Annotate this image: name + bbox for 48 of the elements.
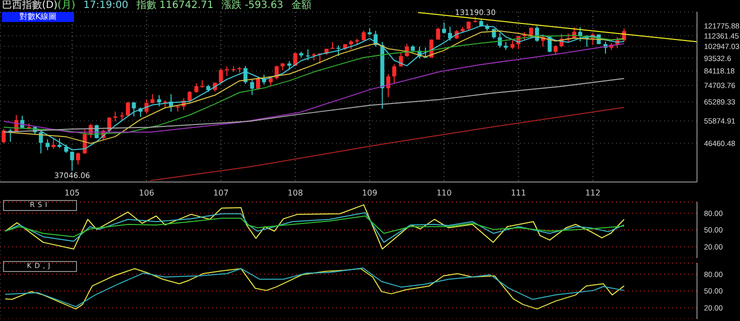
x-tick-label: 107 [213,188,229,198]
label-box: 對數K線圖 [2,12,74,22]
candlestick [194,82,198,94]
candlestick [52,138,56,150]
candlestick [126,102,130,117]
candlestick [188,90,192,103]
text: 金額 [291,0,312,11]
line-series [4,212,625,243]
x-tick-label: 111 [510,188,526,198]
chart-subtitle: (月) [58,0,76,11]
text: 指數 116742.71 [136,0,214,11]
candlestick [306,48,310,61]
x-tick-label: 110 [436,188,452,198]
x-tick-label: 112 [585,188,600,198]
candlestick [362,30,366,41]
candlestick [336,44,340,56]
candlestick [8,128,12,142]
candlestick [76,152,80,166]
candlestick [442,22,446,34]
candlestick [529,27,534,39]
candlestick [250,79,254,96]
text: 漲跌 -593.63 [222,0,284,11]
candlestick [57,138,62,149]
candlestick [349,40,354,50]
candlestick [38,131,43,154]
x-tick-label: 108 [288,188,303,198]
candlestick [157,94,162,107]
candlestick [82,129,87,155]
x-tick-label: 106 [138,188,154,198]
candlestick [2,128,6,144]
line-series [150,106,625,182]
line-series [4,216,625,238]
x-tick-label: 109 [362,188,378,198]
candlestick [150,94,154,104]
candlestick [293,52,298,67]
candlestick [448,26,452,42]
candlestick [436,27,440,40]
candlestick [398,52,403,67]
candlestick [392,64,396,84]
candlestick [218,68,223,84]
candlestick [70,151,74,172]
candlestick [256,76,260,90]
candlestick [132,101,136,117]
candlestick [46,138,50,151]
candlestick [224,66,229,77]
x-tick-label: 105 [64,188,80,198]
candlestick [554,44,558,56]
text: 17:19:00 [83,0,128,11]
